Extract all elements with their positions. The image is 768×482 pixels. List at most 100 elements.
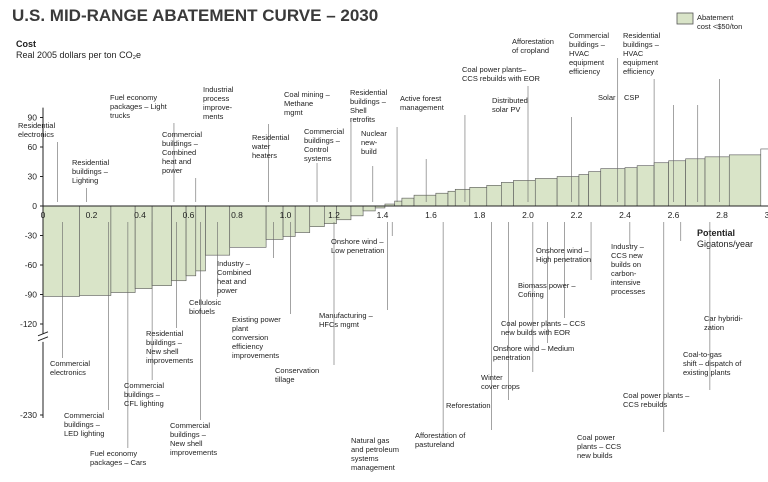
- bar-28: [501, 182, 514, 207]
- annotation-text-41-1: shift – dispatch of: [683, 359, 742, 368]
- annotation-text-35-0: Coal power plants – CCS: [501, 319, 585, 328]
- annotation-text-41-2: existing plants: [683, 368, 731, 377]
- annotation-text-2-1: packages – Light: [110, 102, 168, 111]
- annotation-text-4-0: Industrial: [203, 85, 234, 94]
- annotation-text-4-3: ments: [203, 112, 224, 121]
- annotation-text-24-0: Cellulosic: [189, 298, 221, 307]
- y-tick-label-0: 90: [28, 113, 38, 123]
- annotation-text-13-0: Afforestation: [512, 37, 554, 46]
- x-tick-label-1: 0.2: [86, 210, 98, 220]
- annotation-text-25-0: Industry –: [217, 259, 251, 268]
- annotation-text-9-2: build: [361, 147, 377, 156]
- bar-40: [704, 156, 730, 207]
- x-tick-label-11: 2.2: [571, 210, 583, 220]
- annotation-text-6-0: Coal mining –: [284, 90, 331, 99]
- annotation-text-8-3: retrofits: [350, 115, 375, 124]
- annotation-text-4-2: improve-: [203, 103, 233, 112]
- annotation-text-38-2: new builds: [577, 451, 613, 460]
- annotation-text-12-1: solar PV: [492, 105, 520, 114]
- annotation-text-10-0: Active forest: [400, 94, 442, 103]
- bar-21: [401, 197, 415, 207]
- bar-22: [413, 194, 437, 207]
- annotation-text-9-0: Nuclear: [361, 129, 387, 138]
- annotation-text-17-4: efficiency: [623, 67, 654, 76]
- annotation-text-39-3: carbon-: [611, 269, 637, 278]
- annotation-text-3-1: buildings –: [162, 139, 199, 148]
- annotation-text-27-0: Conservation: [275, 366, 319, 375]
- annotation-11: Coal power plants–CCS rebuilds with EOR: [462, 65, 541, 202]
- annotation-42: Car hybridi-zation: [704, 314, 743, 332]
- annotation-26: Existing powerplantconversionefficiencyi…: [232, 222, 291, 360]
- annotation-text-26-2: conversion: [232, 333, 268, 342]
- x-tick-label-14: 2.8: [716, 210, 728, 220]
- annotation-text-22-3: improvements: [146, 356, 193, 365]
- annotation-text-8-2: Shell: [350, 106, 367, 115]
- annotation-text-14-4: efficiency: [569, 67, 600, 76]
- annotation-text-23-0: Commercial: [170, 421, 210, 430]
- x-tick-label-5: 1.0: [280, 210, 292, 220]
- bar-23: [435, 192, 449, 207]
- x-tick-label-10: 2.0: [522, 210, 534, 220]
- annotation-text-38-1: plants – CCS: [577, 442, 621, 451]
- annotation-text-36-1: Cofiring: [518, 290, 544, 299]
- annotation-text-38-0: Coal power: [577, 433, 615, 442]
- annotation-text-5-0: Residential: [252, 133, 289, 142]
- bar-34: [600, 168, 626, 207]
- annotation-text-1-2: Lighting: [72, 176, 98, 185]
- annotation-text-14-3: equipment: [569, 58, 605, 67]
- y-tick-label-7: -120: [20, 319, 37, 329]
- annotation-text-4-1: process: [203, 94, 230, 103]
- annotation-text-22-0: Residential: [146, 329, 183, 338]
- annotation-text-20-0: Fuel economy: [90, 449, 137, 458]
- annotation-text-21-2: CFL lighting: [124, 399, 164, 408]
- annotation-text-22-1: buildings –: [146, 338, 183, 347]
- annotation-text-21-1: buildings –: [124, 390, 161, 399]
- y-axis-label: Real 2005 dollars per ton CO₂e: [16, 50, 141, 60]
- bar-2: [110, 205, 136, 293]
- annotation-text-25-1: Combined: [217, 268, 251, 277]
- bar-20: [394, 200, 403, 207]
- legend-swatch: [676, 12, 694, 25]
- annotation-text-3-4: power: [162, 166, 183, 175]
- annotation-text-25-3: power: [217, 286, 238, 295]
- annotation-text-41-0: Coal-to-gas: [683, 350, 722, 359]
- bar-25: [454, 188, 471, 207]
- annotation-36: Biomass power –Cofiring: [518, 222, 592, 299]
- annotation-text-3-2: Combined: [162, 148, 196, 157]
- annotation-text-0-1: electronics: [18, 130, 54, 139]
- annotation-text-7-3: systems: [304, 154, 332, 163]
- annotation-text-29-1: HFCs mgmt: [319, 320, 360, 329]
- annotation-text-17-2: HVAC: [623, 49, 644, 58]
- y-axis-title: Cost: [16, 39, 36, 49]
- annotation-28: Onshore wind –Low penetration: [331, 222, 393, 255]
- annotation-text-32-0: Reforestation: [446, 401, 491, 410]
- annotation-text-5-1: water: [251, 142, 271, 151]
- bar-31: [556, 176, 580, 207]
- bar-42: [760, 148, 768, 207]
- annotation-text-26-4: improvements: [232, 351, 279, 360]
- y-axis-break-mark-2: [37, 336, 49, 342]
- annotation-text-22-2: New shell: [146, 347, 179, 356]
- y-tick-label-4: -30: [25, 231, 38, 241]
- annotation-text-30-0: Natural gas: [351, 436, 390, 445]
- annotation-text-11-0: Coal power plants–: [462, 65, 527, 74]
- bar-39: [685, 158, 706, 207]
- bars-layer: [42, 148, 768, 297]
- x-axis-label: Gigatons/year: [697, 239, 753, 249]
- annotation-text-20-1: packages – Cars: [90, 458, 147, 467]
- x-tick-label-2: 0.4: [134, 210, 146, 220]
- annotation-text-24-1: biofuels: [189, 307, 215, 316]
